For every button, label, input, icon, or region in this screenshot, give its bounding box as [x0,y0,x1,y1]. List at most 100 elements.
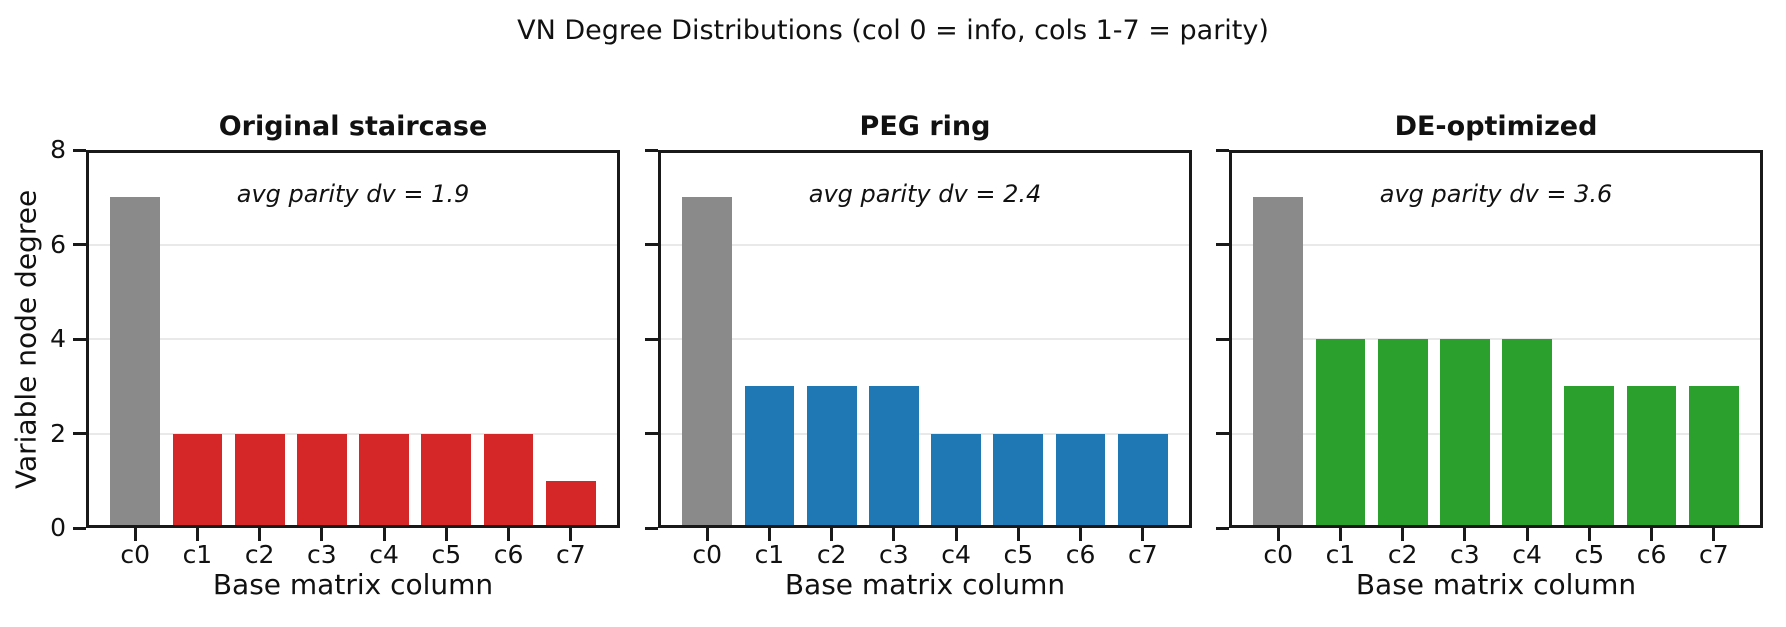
bar-c5 [421,433,472,528]
x-tick-mark [1525,528,1529,541]
subplot-title: Original staircase [218,111,488,142]
gridline-y6 [86,243,620,246]
bar-c7 [545,480,596,528]
y-tick-label-4: 4 [50,324,66,353]
bar-c3 [868,386,919,528]
subplot-title: DE-optimized [1394,111,1598,142]
gridlines [658,150,1192,528]
x-tick-mark [1650,528,1654,541]
x-tick-label-c6: c6 [1065,540,1096,569]
bar-c1 [744,386,795,528]
x-tick-label-c7: c7 [1128,540,1158,569]
x-tick-mark [1401,528,1405,541]
gridline-y4 [86,338,620,340]
x-tick-mark [569,528,573,541]
x-tick-label-c2: c2 [244,540,275,569]
y-tick-mark [73,526,86,530]
figure-title: VN Degree Distributions (col 0 = info, c… [517,15,1269,46]
x-tick-mark [1463,528,1467,541]
x-tick-label-c6: c6 [493,540,524,569]
bar-c5 [993,433,1044,528]
x-tick-label-c1: c1 [754,540,785,569]
annotation: avg parity dv = 1.9 [236,180,470,208]
gridline-y6 [658,243,1192,246]
y-tick-mark [73,148,86,152]
subplot-title: PEG ring [859,111,991,142]
bars [1229,150,1763,528]
plot-area: avg parity dv = 1.9 [73,148,620,541]
bar-c4 [1502,339,1552,528]
x-tick-label-c2: c2 [1387,540,1418,569]
x-tick-label-c6: c6 [1636,540,1667,569]
x-tick-mark [892,528,896,541]
x-tick-mark [444,528,448,541]
bar-c3 [296,433,347,528]
x-tick-mark [1276,528,1280,541]
y-tick-label-0: 0 [50,513,66,542]
y-tick-label-6: 6 [50,229,66,259]
bar-c3 [1439,339,1490,528]
x-tick-label-c5: c5 [1574,540,1605,569]
x-tick-label-c1: c1 [1325,540,1356,569]
x-tick-label-c5: c5 [431,540,462,569]
bar-c0 [682,197,733,528]
subplot-de-optimized: DE-optimized avg parity dv = 3.6 c0 c1 c2 c… [1216,111,1763,601]
y-tick-mark [73,243,86,246]
x-tick-label-c0: c0 [692,540,722,569]
x-tick-label-c1: c1 [182,540,213,569]
bars [658,150,1192,528]
gridline-y4 [1229,338,1763,340]
x-tick-mark [954,528,958,541]
plot-area: avg parity dv = 3.6 [1216,148,1763,541]
bar-c6 [483,433,534,528]
x-axis-label: Base matrix column [784,568,1066,601]
plot-area: avg parity dv = 2.4 [645,148,1192,541]
bar-c6 [1626,386,1677,528]
x-tick-mark [1338,528,1342,541]
x-tick-mark [258,528,262,541]
x-tick-mark [320,528,324,541]
bar-c2 [1377,339,1428,528]
bar-c0 [110,197,161,528]
x-tick-label-c3: c3 [879,540,909,569]
x-tick-label-c7: c7 [1699,540,1729,569]
axis-ticks [73,148,620,541]
y-tick-mark [73,432,86,435]
bar-c1 [172,433,223,528]
x-tick-mark [195,528,199,541]
annotation: avg parity dv = 3.6 [1379,180,1613,208]
y-tick-mark [645,243,658,246]
y-tick-mark [645,526,658,530]
y-tick-mark [645,337,658,341]
y-tick-mark [1216,337,1229,341]
y-tick-label-2: 2 [50,418,66,448]
x-tick-label-c3: c3 [307,540,337,569]
y-tick-mark [1216,243,1229,246]
x-tick-mark [705,528,709,541]
gridlines [1229,150,1763,528]
gridline-y2 [658,432,1192,435]
bar-c7 [1688,386,1739,528]
bar-c7 [1117,433,1168,528]
gridlines [86,150,620,528]
gridline-y2 [1229,432,1763,435]
bar-c4 [359,433,409,528]
x-tick-label-c7: c7 [556,540,586,569]
bar-c0 [1253,197,1304,528]
x-tick-mark [1016,528,1020,541]
x-tick-label-c4: c4 [1512,540,1542,569]
x-tick-mark [382,528,386,541]
x-tick-mark [133,528,137,541]
bar-c1 [1315,339,1366,528]
subplot-original-staircase: Original staircase Variable node degree … [10,111,620,601]
x-tick-label-c2: c2 [816,540,847,569]
x-tick-mark [507,528,511,541]
bar-c2 [234,433,285,528]
gridline-y6 [1229,243,1763,246]
y-tick-mark [645,432,658,435]
x-tick-mark [1587,528,1591,541]
x-tick-label-c0: c0 [120,540,150,569]
x-tick-label-c3: c3 [1450,540,1480,569]
x-tick-mark [1141,528,1145,541]
